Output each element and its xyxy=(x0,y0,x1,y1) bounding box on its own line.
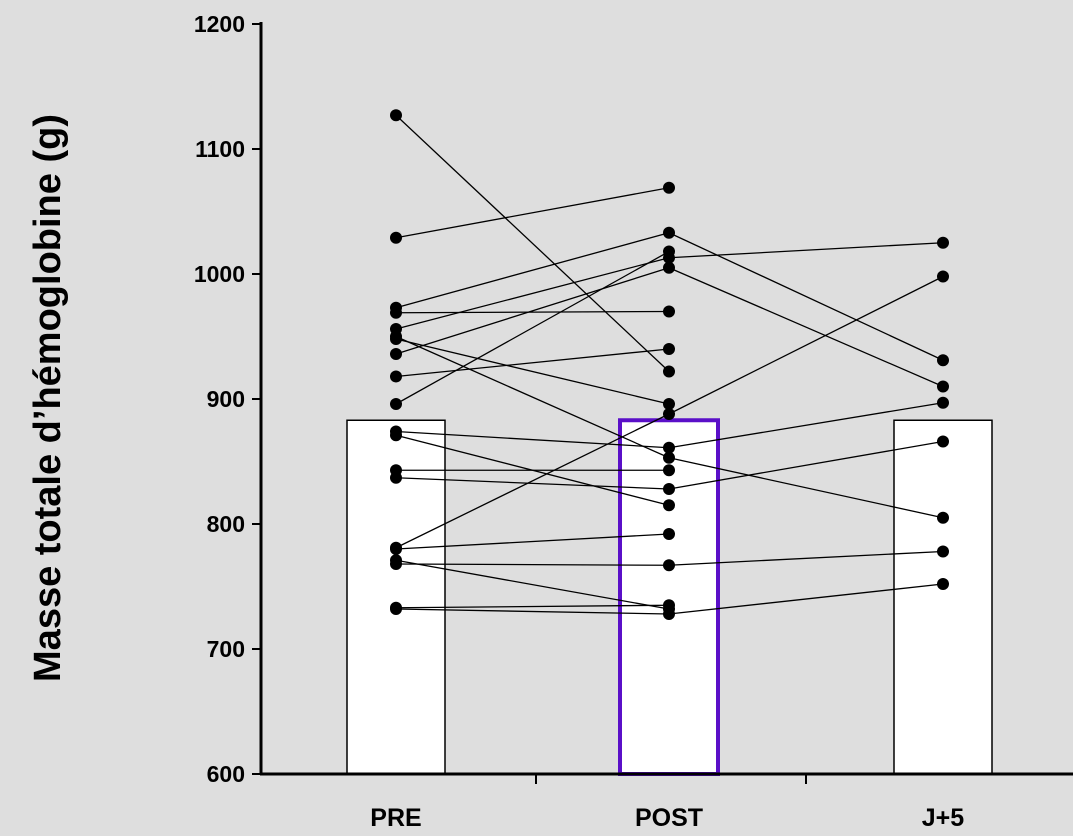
points-layer xyxy=(390,109,949,620)
data-point-post xyxy=(663,464,675,477)
bar-post xyxy=(618,418,720,776)
paired-line xyxy=(395,430,670,449)
data-point-j-5 xyxy=(937,270,949,283)
data-point-j-5 xyxy=(937,354,949,367)
y-tick-label: 900 xyxy=(207,386,245,412)
paired-line xyxy=(668,232,944,361)
data-point-pre xyxy=(390,231,402,244)
data-point-j-5 xyxy=(937,380,949,393)
data-point-j-5 xyxy=(937,545,949,558)
data-point-pre xyxy=(390,109,402,122)
data-point-post xyxy=(663,305,675,318)
data-point-pre xyxy=(390,398,402,410)
y-tick-label: 600 xyxy=(207,761,245,787)
ticks-layer: 600 700 800 900 1000 1100 1200 PRE POST J+5 xyxy=(194,11,964,832)
data-point-post xyxy=(663,408,675,420)
paired-lines-layer xyxy=(395,114,944,615)
data-point-post xyxy=(663,559,675,572)
y-tick-label: 1100 xyxy=(195,136,245,162)
data-point-post xyxy=(663,226,675,239)
data-point-pre xyxy=(390,558,402,570)
paired-line xyxy=(395,267,670,355)
paired-line xyxy=(395,187,670,239)
paired-line xyxy=(395,559,670,610)
paired-line xyxy=(668,583,944,615)
data-point-post xyxy=(663,343,675,355)
data-point-pre xyxy=(390,543,402,555)
data-point-pre xyxy=(390,429,402,442)
paired-line xyxy=(395,114,670,372)
x-tick-label-j-5: J+5 xyxy=(922,804,965,832)
bar-j-5 xyxy=(893,419,993,775)
paired-line xyxy=(668,550,944,566)
paired-line xyxy=(395,533,670,550)
paired-line xyxy=(668,440,944,490)
data-point-pre xyxy=(390,370,402,383)
data-point-post xyxy=(663,528,675,540)
y-tick-label: 1200 xyxy=(194,11,245,37)
data-point-post xyxy=(663,365,675,378)
data-point-post xyxy=(663,251,675,264)
paired-line xyxy=(395,348,670,378)
data-point-pre xyxy=(390,306,402,319)
x-tick-label-post: POST xyxy=(635,804,703,832)
data-point-j-5 xyxy=(937,511,949,524)
paired-line xyxy=(395,604,670,609)
y-tick-label: 700 xyxy=(207,636,245,662)
data-point-post xyxy=(663,499,675,512)
data-point-post xyxy=(663,451,675,464)
data-point-post xyxy=(663,261,675,274)
paired-line xyxy=(395,563,670,566)
data-point-j-5 xyxy=(937,435,949,448)
data-point-post xyxy=(663,398,675,410)
paired-line xyxy=(395,250,670,405)
data-point-post xyxy=(663,441,675,454)
y-tick-label: 1000 xyxy=(194,261,245,287)
paired-line xyxy=(395,608,670,615)
paired-line xyxy=(395,335,670,459)
paired-line xyxy=(395,257,670,330)
y-axis-title: Masse totale d’hémoglobine (g) xyxy=(27,114,69,682)
data-point-pre xyxy=(390,333,402,345)
x-tick-label-pre: PRE xyxy=(370,804,421,832)
paired-line xyxy=(395,477,670,490)
paired-line xyxy=(668,267,944,388)
data-point-j-5 xyxy=(937,578,949,590)
paired-line xyxy=(668,275,944,415)
paired-line xyxy=(395,413,670,549)
data-point-pre xyxy=(390,603,402,615)
paired-line xyxy=(395,338,670,405)
paired-line xyxy=(395,310,670,314)
paired-line xyxy=(668,402,944,449)
data-point-post xyxy=(663,608,675,620)
data-point-pre xyxy=(390,471,402,484)
data-point-j-5 xyxy=(937,396,949,409)
data-point-j-5 xyxy=(937,236,949,249)
data-point-post xyxy=(663,181,675,194)
paired-line xyxy=(395,232,670,309)
data-point-pre xyxy=(390,348,402,360)
paired-line xyxy=(668,457,944,519)
paired-line xyxy=(668,242,944,259)
data-point-post xyxy=(663,483,675,495)
y-tick-label: 800 xyxy=(207,511,245,537)
